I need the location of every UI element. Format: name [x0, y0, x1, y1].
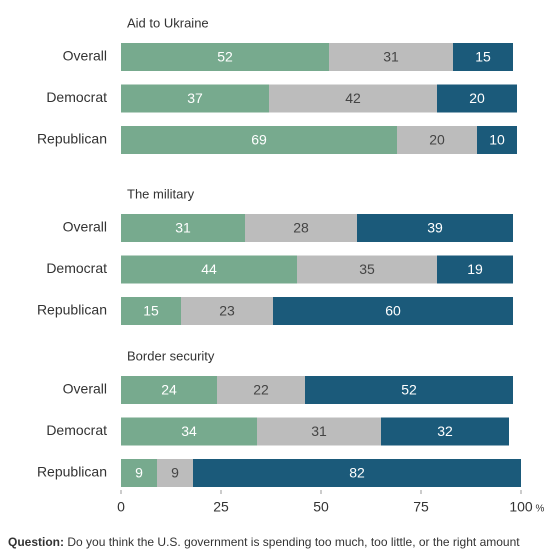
- data-label: 44: [201, 261, 217, 277]
- data-label: 23: [219, 303, 235, 319]
- bar-segment: [437, 255, 513, 284]
- data-label: 10: [489, 132, 505, 148]
- data-label: 9: [135, 465, 143, 481]
- data-label: 15: [143, 303, 159, 319]
- data-label: 9: [171, 465, 179, 481]
- bar-segment: [121, 43, 329, 71]
- data-label: 37: [187, 90, 203, 106]
- x-tick-label: 100: [509, 499, 533, 515]
- data-label: 15: [475, 49, 491, 65]
- x-tick-label: 25: [213, 499, 229, 515]
- group-title: Aid to Ukraine: [127, 15, 209, 30]
- bar-segment: [357, 214, 513, 242]
- bar-segment: [121, 417, 257, 446]
- x-tick-label: 50: [313, 499, 329, 515]
- bar-segment: [217, 376, 305, 404]
- bar-segment: [121, 126, 397, 154]
- group-title: The military: [127, 186, 195, 201]
- bar-segment: [453, 43, 513, 71]
- bar-segment: [121, 84, 269, 113]
- bar-segment: [121, 376, 217, 404]
- category-label: Democrat: [46, 260, 107, 276]
- bar-segment: [477, 126, 517, 154]
- data-label: 20: [429, 132, 445, 148]
- bar-segment: [381, 417, 509, 446]
- data-label: 52: [401, 382, 417, 398]
- data-label: 31: [311, 423, 327, 439]
- data-label: 19: [467, 261, 483, 277]
- note-text: Do you think the U.S. government is spen…: [67, 535, 520, 549]
- data-label: 20: [469, 90, 485, 106]
- data-label: 22: [253, 382, 269, 398]
- data-label: 34: [181, 423, 197, 439]
- x-tick-label: 75: [413, 499, 429, 515]
- bar-segment: [121, 255, 297, 284]
- data-label: 28: [293, 220, 309, 236]
- bar-segment: [157, 459, 193, 487]
- bar-segment: [121, 459, 157, 487]
- bar-segment: [397, 126, 477, 154]
- bar-segment: [257, 417, 381, 446]
- bar-segment: [305, 376, 513, 404]
- category-label: Democrat: [46, 89, 107, 105]
- data-label: 69: [251, 132, 267, 148]
- bar-segment: [121, 297, 181, 325]
- data-label: 31: [175, 220, 191, 236]
- category-label: Republican: [37, 131, 107, 147]
- data-label: 82: [349, 465, 365, 481]
- bar-segment: [245, 214, 357, 242]
- data-label: 60: [385, 303, 401, 319]
- data-label: 24: [161, 382, 177, 398]
- bar-segment: [329, 43, 453, 71]
- category-label: Overall: [63, 381, 107, 397]
- bar-segment: [437, 84, 517, 113]
- bar-segment: [269, 84, 437, 113]
- x-tick-label: 0: [117, 499, 125, 515]
- data-label: 39: [427, 220, 443, 236]
- category-label: Overall: [63, 48, 107, 64]
- bar-segment: [181, 297, 273, 325]
- category-label: Republican: [37, 302, 107, 318]
- data-label: 31: [383, 49, 399, 65]
- bar-segment: [273, 297, 513, 325]
- bar-segment: [193, 459, 521, 487]
- bar-segment: [121, 214, 245, 242]
- note-label: Question:: [8, 535, 64, 549]
- note: Question: Do you think the U.S. governme…: [8, 535, 520, 549]
- data-label: 32: [437, 423, 453, 439]
- group-title: Border security: [127, 348, 215, 363]
- category-label: Democrat: [46, 422, 107, 438]
- x-axis-unit: %: [536, 504, 545, 515]
- bar-segment: [297, 255, 437, 284]
- category-label: Overall: [63, 219, 107, 235]
- data-label: 52: [217, 49, 233, 65]
- data-label: 35: [359, 261, 375, 277]
- category-label: Republican: [37, 464, 107, 480]
- data-label: 42: [345, 90, 361, 106]
